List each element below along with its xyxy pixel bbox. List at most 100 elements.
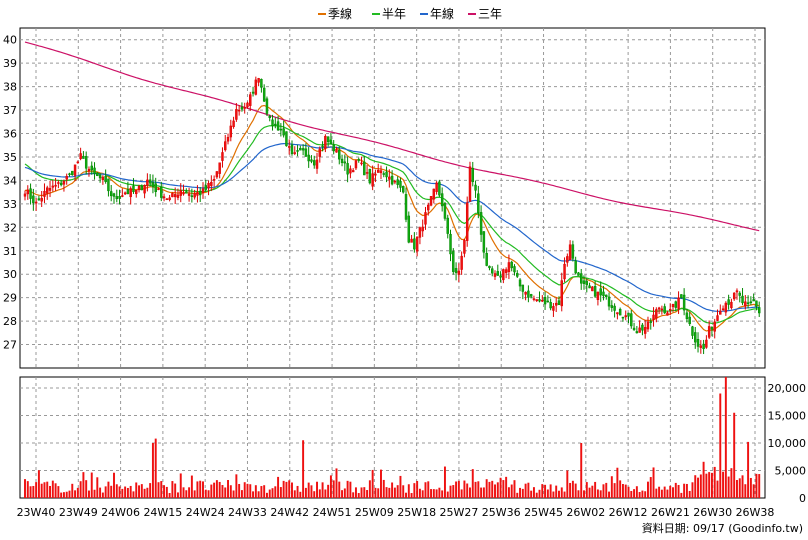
x-tick-label: 24W42 bbox=[270, 506, 309, 519]
volume-bar bbox=[494, 484, 496, 498]
volume-bar bbox=[385, 487, 388, 498]
x-tick-label: 24W24 bbox=[186, 506, 225, 519]
volume-bar bbox=[96, 477, 99, 498]
volume-bar bbox=[332, 480, 335, 498]
candle bbox=[393, 179, 397, 185]
candle bbox=[109, 184, 113, 202]
candle bbox=[618, 307, 622, 316]
candle bbox=[187, 187, 191, 202]
candle bbox=[463, 238, 466, 258]
volume-bar bbox=[752, 484, 755, 498]
candle bbox=[535, 299, 538, 303]
volume-bar bbox=[296, 485, 299, 498]
volume-bar bbox=[193, 490, 196, 498]
volume-bar bbox=[260, 486, 263, 498]
candle bbox=[685, 308, 689, 323]
candle bbox=[741, 288, 744, 306]
legend-label: 三年 bbox=[478, 7, 502, 21]
volume-bar bbox=[374, 487, 377, 498]
volume-bar bbox=[380, 469, 382, 498]
volume-bar bbox=[288, 480, 291, 498]
volume-bar bbox=[569, 482, 572, 498]
volume-bar bbox=[254, 485, 257, 498]
volume-bar bbox=[672, 487, 674, 498]
volume-bar bbox=[146, 487, 149, 498]
volume-bar bbox=[527, 482, 530, 498]
volume-bar bbox=[316, 481, 318, 498]
legend-item-0: 季線 bbox=[318, 6, 352, 21]
price-tick-label: 27 bbox=[3, 339, 17, 352]
volume-axis: 20,000 15,000 10,000 5,000 0 bbox=[768, 382, 807, 505]
candle bbox=[51, 180, 55, 192]
volume-bar bbox=[204, 489, 207, 498]
volume-bar bbox=[477, 481, 480, 498]
volume-bar bbox=[190, 475, 193, 498]
candle bbox=[646, 316, 650, 332]
candle bbox=[577, 271, 580, 276]
candle bbox=[143, 184, 146, 199]
volume-bar bbox=[613, 483, 616, 498]
volume-bar bbox=[246, 483, 249, 498]
volume-bar bbox=[658, 486, 661, 498]
volume-bar bbox=[151, 443, 154, 498]
candle bbox=[137, 184, 141, 193]
candle bbox=[79, 147, 82, 161]
candle bbox=[468, 161, 472, 202]
candle bbox=[59, 179, 63, 187]
volume-bar bbox=[368, 480, 371, 498]
volume-bar bbox=[577, 490, 580, 498]
candle bbox=[285, 131, 288, 147]
candle bbox=[65, 173, 68, 185]
candle bbox=[460, 251, 463, 275]
candle bbox=[129, 186, 132, 205]
candle bbox=[402, 185, 405, 194]
candle bbox=[749, 296, 753, 305]
candle bbox=[360, 156, 363, 166]
candle bbox=[713, 318, 716, 339]
volume-bar bbox=[702, 461, 705, 498]
candle bbox=[40, 190, 43, 207]
volume-bar bbox=[65, 491, 68, 498]
candle bbox=[171, 192, 174, 198]
candle bbox=[121, 188, 124, 198]
candle bbox=[329, 132, 333, 145]
candle bbox=[574, 256, 577, 275]
candle bbox=[399, 177, 402, 192]
volume-bar bbox=[324, 489, 327, 498]
candle bbox=[82, 151, 85, 159]
price-tick-label: 40 bbox=[3, 34, 17, 47]
volume-bar bbox=[93, 489, 96, 498]
candle bbox=[62, 179, 66, 192]
volume-bar bbox=[202, 481, 204, 498]
candle bbox=[193, 189, 196, 200]
candle bbox=[351, 168, 355, 173]
volume-tick-label: 5,000 bbox=[775, 465, 807, 478]
volume-bar bbox=[566, 470, 569, 498]
volume-bar bbox=[694, 475, 697, 498]
volume-tick-label: 15,000 bbox=[768, 410, 807, 423]
candle bbox=[696, 332, 700, 353]
volume-bar bbox=[583, 490, 585, 498]
candle bbox=[680, 294, 683, 299]
volume-bar bbox=[635, 486, 638, 498]
candle bbox=[616, 312, 619, 320]
volume-bar bbox=[307, 482, 310, 498]
candle bbox=[746, 295, 750, 309]
volume-bar bbox=[510, 484, 513, 498]
volume-bar bbox=[608, 491, 611, 498]
candle bbox=[496, 264, 500, 276]
candle bbox=[410, 234, 413, 243]
candle bbox=[346, 156, 349, 183]
candle bbox=[721, 305, 725, 311]
legend-label: 季線 bbox=[328, 6, 352, 21]
volume-bar bbox=[499, 477, 502, 498]
volume-bar bbox=[719, 393, 722, 498]
volume-bar bbox=[666, 489, 669, 498]
candle bbox=[432, 188, 436, 204]
candle bbox=[48, 180, 52, 198]
candle bbox=[435, 181, 438, 195]
candle bbox=[510, 260, 513, 272]
volume-bar bbox=[691, 482, 694, 498]
candle bbox=[151, 174, 155, 194]
candle bbox=[688, 311, 691, 326]
